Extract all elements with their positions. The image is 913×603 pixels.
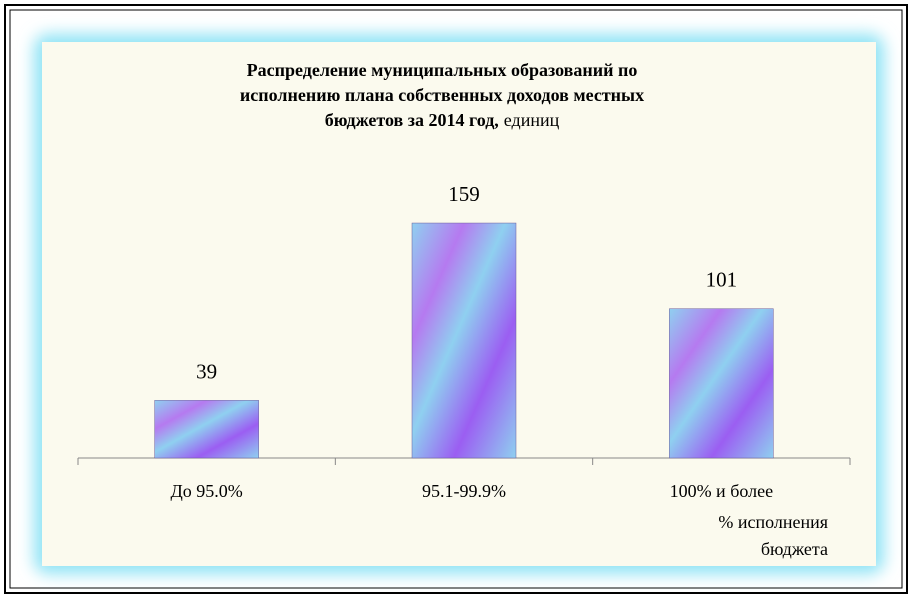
x-axis-label: бюджета	[761, 539, 828, 559]
value-label: 101	[706, 268, 738, 292]
inner-frame	[9, 9, 903, 589]
x-tick-label: 95.1-99.9%	[422, 481, 506, 501]
x-tick-label: 100% и более	[670, 481, 774, 501]
bar	[154, 400, 259, 459]
value-label: 159	[448, 182, 480, 206]
title-line: исполнению плана собственных доходов мес…	[240, 85, 644, 105]
bar	[411, 222, 517, 459]
title-line: бюджетов за 2014 год,	[325, 110, 499, 130]
bar	[669, 308, 774, 459]
x-axis-label: % исполнения	[718, 512, 828, 532]
x-tick-label: До 95.0%	[171, 481, 243, 501]
title-unit: единиц	[504, 110, 560, 130]
value-label: 39	[196, 359, 217, 383]
outer-frame	[4, 4, 908, 594]
title-line: Распределение муниципальных образований …	[247, 60, 638, 80]
chart-title: бюджетов за 2014 год, единиц	[325, 110, 560, 130]
chart-title: Распределение муниципальных образований …	[247, 60, 638, 80]
chart-title: исполнению плана собственных доходов мес…	[240, 85, 644, 105]
